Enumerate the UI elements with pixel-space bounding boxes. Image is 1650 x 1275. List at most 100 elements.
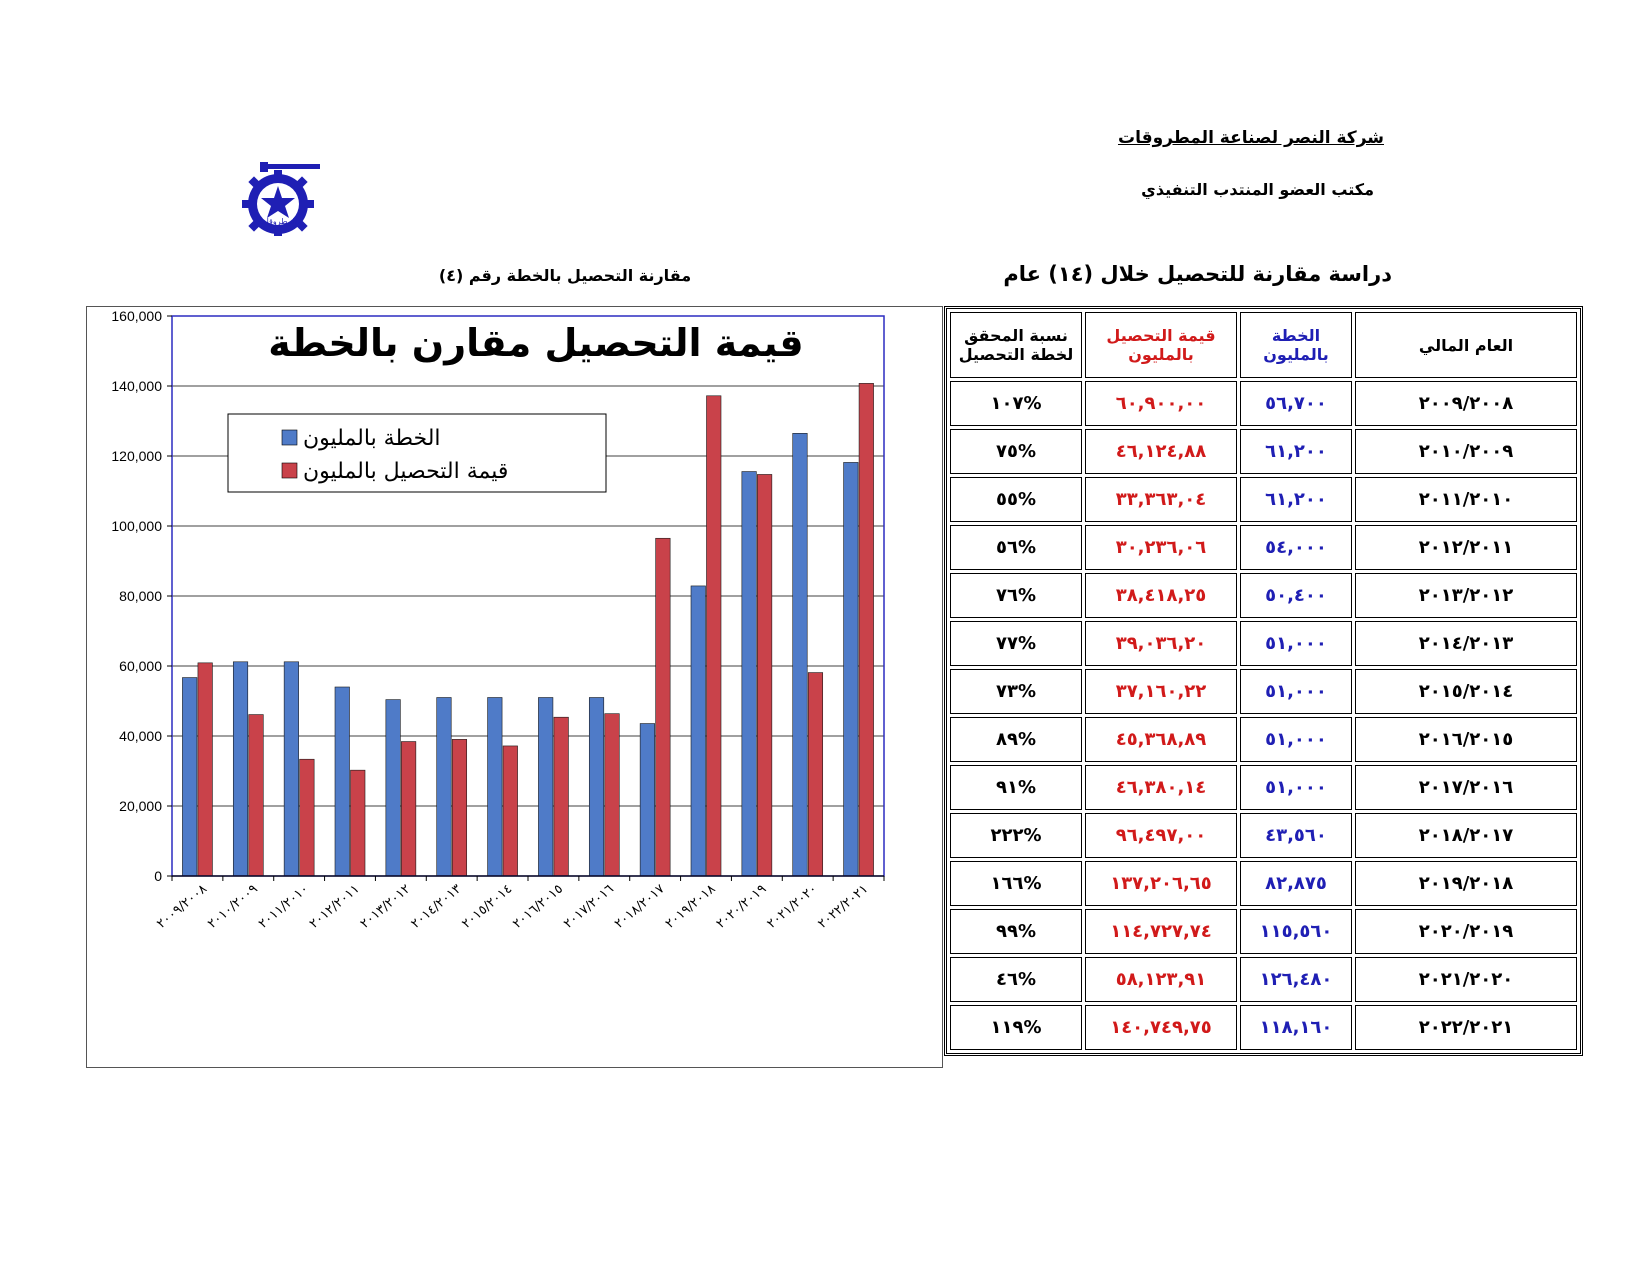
cell-fiscal-year: ٢٠١٥/٢٠١٤ xyxy=(1355,669,1577,714)
cell-fiscal-year: ٢٠١٢/٢٠١١ xyxy=(1355,525,1577,570)
cell-fiscal-year: ٢٠٢١/٢٠٢٠ xyxy=(1355,957,1577,1002)
table-row: ٢٠٢٠/٢٠١٩ ١١٥,٥٦٠ ١١٤,٧٢٧,٧٤ %٩٩ xyxy=(950,909,1577,954)
y-tick-label: 100,000 xyxy=(111,518,162,534)
bar-collection xyxy=(553,716,569,877)
cell-collection: ٣٨,٤١٨,٢٥ xyxy=(1085,573,1237,618)
legend-swatch-plan xyxy=(281,429,298,446)
cell-collection: ١٤٠,٧٤٩,٧٥ xyxy=(1085,1005,1237,1050)
bar-plan xyxy=(487,697,503,877)
bar-collection xyxy=(401,741,417,877)
cell-ratio: %٥٥ xyxy=(950,477,1082,522)
cell-plan: ٥١,٠٠٠ xyxy=(1240,621,1352,666)
cell-fiscal-year: ٢٠١٣/٢٠١٢ xyxy=(1355,573,1577,618)
cell-collection: ١١٤,٧٢٧,٧٤ xyxy=(1085,909,1237,954)
x-tick-label: ٢٠١٠/٢٠٠٩ xyxy=(205,882,261,932)
cell-fiscal-year: ٢٠٠٩/٢٠٠٨ xyxy=(1355,381,1577,426)
logo-text: المطروقات xyxy=(259,217,297,226)
cell-plan: ٨٢,٨٧٥ xyxy=(1240,861,1352,906)
bar-plan xyxy=(741,471,757,877)
cell-plan: ٥٦,٧٠٠ xyxy=(1240,381,1352,426)
table-row: ٢٠١٥/٢٠١٤ ٥١,٠٠٠ ٣٧,١٦٠,٢٢ %٧٣ xyxy=(950,669,1577,714)
header-collection: قيمة التحصيل بالمليون xyxy=(1085,312,1237,378)
table-row: ٢٠١٦/٢٠١٥ ٥١,٠٠٠ ٤٥,٣٦٨,٨٩ %٨٩ xyxy=(950,717,1577,762)
legend-label-plan: الخطة بالمليون xyxy=(303,426,441,451)
cell-collection: ٦٠,٩٠٠,٠٠ xyxy=(1085,381,1237,426)
legend-swatch-collection xyxy=(281,462,298,479)
bar-collection xyxy=(655,537,671,877)
bar-collection xyxy=(350,769,366,877)
bar-chart: 0 20,000 40,000 60,000 80,000 100,000 120,000 1… xyxy=(111,308,885,932)
y-tick-label: 80,000 xyxy=(119,588,162,604)
table-row: ٢٠١٣/٢٠١٢ ٥٠,٤٠٠ ٣٨,٤١٨,٢٥ %٧٦ xyxy=(950,573,1577,618)
cell-fiscal-year: ٢٠١١/٢٠١٠ xyxy=(1355,477,1577,522)
x-tick-label: ٢٠١٨/٢٠١٧ xyxy=(612,882,668,932)
cell-collection: ٤٦,١٢٤,٨٨ xyxy=(1085,429,1237,474)
bar-collection xyxy=(502,745,518,877)
bar-plan xyxy=(843,462,859,877)
table-row: ٢٠١١/٢٠١٠ ٦١,٢٠٠ ٣٣,٣٦٣,٠٤ %٥٥ xyxy=(950,477,1577,522)
bar-plan xyxy=(182,677,198,877)
cell-collection: ٣٧,١٦٠,٢٢ xyxy=(1085,669,1237,714)
bar-plan xyxy=(792,433,808,877)
x-tick-label: ٢٠١٧/٢٠١٦ xyxy=(561,882,617,932)
table-row: ٢٠٠٩/٢٠٠٨ ٥٦,٧٠٠ ٦٠,٩٠٠,٠٠ %١٠٧ xyxy=(950,381,1577,426)
y-tick-label: 0 xyxy=(154,868,162,884)
cell-fiscal-year: ٢٠١٨/٢٠١٧ xyxy=(1355,813,1577,858)
bar-collection xyxy=(807,672,824,877)
cell-ratio: %٢٢٢ xyxy=(950,813,1082,858)
company-logo: المطروقات xyxy=(242,162,320,236)
cell-fiscal-year: ٢٠٢٠/٢٠١٩ xyxy=(1355,909,1577,954)
bar-plan xyxy=(385,699,401,877)
y-tick-label: 140,000 xyxy=(111,378,162,394)
cell-plan: ٦١,٢٠٠ xyxy=(1240,429,1352,474)
table-row: ٢٠٢٢/٢٠٢١ ١١٨,١٦٠ ١٤٠,٧٤٩,٧٥ %١١٩ xyxy=(950,1005,1577,1050)
x-tick-label: ٢٠١١/٢٠١٠ xyxy=(256,882,312,932)
legend: الخطة بالمليون قيمة التحصيل بالمليون xyxy=(227,413,607,493)
x-tick-label: ٢٠٢٠/٢٠١٩ xyxy=(714,882,770,932)
cell-ratio: %٧٦ xyxy=(950,573,1082,618)
x-tick-label: ٢٠١٩/٢٠١٨ xyxy=(663,882,719,932)
cell-fiscal-year: ٢٠١٩/٢٠١٨ xyxy=(1355,861,1577,906)
cell-ratio: %٩٩ xyxy=(950,909,1082,954)
table-row: ٢٠١٤/٢٠١٣ ٥١,٠٠٠ ٣٩,٠٣٦,٢٠ %٧٧ xyxy=(950,621,1577,666)
bar-collection xyxy=(197,662,213,877)
cell-plan: ٥٤,٠٠٠ xyxy=(1240,525,1352,570)
cell-plan: ١٢٦,٤٨٠ xyxy=(1240,957,1352,1002)
y-tick-label: 120,000 xyxy=(111,448,162,464)
x-tick-label: ٢٠٠٩/٢٠٠٨ xyxy=(154,882,210,932)
bar-collection xyxy=(757,474,773,877)
header-fiscal-year: العام المالي xyxy=(1355,312,1577,378)
bar-plan xyxy=(334,686,350,877)
x-tick-label: ٢٠٢٢/٢٠٢١ xyxy=(815,882,871,932)
study-title: دراسة مقارنة للتحصيل خلال (١٤) عام xyxy=(1003,262,1392,286)
x-tick-label: ٢٠١٦/٢٠١٥ xyxy=(510,882,566,932)
cell-collection: ٤٦,٣٨٠,١٤ xyxy=(1085,765,1237,810)
y-tick-label: 40,000 xyxy=(119,728,162,744)
y-tick-label: 60,000 xyxy=(119,658,162,674)
x-tick-label: ٢٠٢١/٢٠٢٠ xyxy=(764,882,820,932)
grid-lines xyxy=(172,315,884,807)
cell-collection: ٣٠,٢٣٦,٠٦ xyxy=(1085,525,1237,570)
bar-collection xyxy=(858,383,874,877)
cell-ratio: %٩١ xyxy=(950,765,1082,810)
cell-plan: ٥١,٠٠٠ xyxy=(1240,765,1352,810)
bar-plan xyxy=(283,661,299,877)
table-header-row: العام المالي الخطة بالمليون قيمة التحصيل… xyxy=(950,312,1577,378)
cell-collection: ٣٩,٠٣٦,٢٠ xyxy=(1085,621,1237,666)
table-row: ٢٠٢١/٢٠٢٠ ١٢٦,٤٨٠ ٥٨,١٢٣,٩١ %٤٦ xyxy=(950,957,1577,1002)
chart-frame xyxy=(86,306,943,1068)
cell-plan: ٦١,٢٠٠ xyxy=(1240,477,1352,522)
bar-plan xyxy=(232,661,249,877)
y-tick-label: 160,000 xyxy=(111,308,162,324)
bar-collection xyxy=(451,739,468,877)
x-tick-label: ٢٠١٤/٢٠١٣ xyxy=(408,882,464,932)
cell-ratio: %٧٧ xyxy=(950,621,1082,666)
bar-collection xyxy=(299,758,315,877)
cell-plan: ١١٨,١٦٠ xyxy=(1240,1005,1352,1050)
cell-ratio: %٨٩ xyxy=(950,717,1082,762)
bar-plan xyxy=(639,723,655,877)
cell-plan: ٤٣,٥٦٠ xyxy=(1240,813,1352,858)
table-row: ٢٠١٨/٢٠١٧ ٤٣,٥٦٠ ٩٦,٤٩٧,٠٠ %٢٢٢ xyxy=(950,813,1577,858)
table-row: ٢٠١٧/٢٠١٦ ٥١,٠٠٠ ٤٦,٣٨٠,١٤ %٩١ xyxy=(950,765,1577,810)
cell-ratio: %١١٩ xyxy=(950,1005,1082,1050)
